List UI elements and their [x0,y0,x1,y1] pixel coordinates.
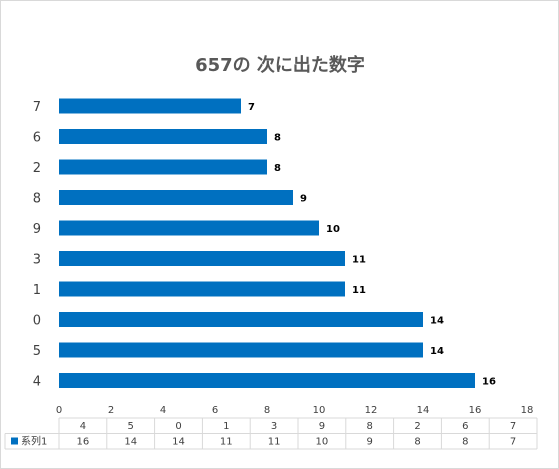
data-label: 11 [352,285,366,296]
table-header-cell: 4 [80,421,86,432]
x-tick-label: 4 [160,405,166,416]
bar-5 [59,342,423,358]
category-label: 3 [33,253,41,268]
data-label: 14 [430,316,444,327]
data-label: 8 [274,133,281,144]
table-value-cell: 14 [172,437,185,448]
table-header-cell: 1 [223,421,229,432]
table-value-cell: 16 [77,437,90,448]
data-table: 4 5 0 1 3 9 8 2 6 7 16 14 14 11 11 10 9 8 8 7 系列1 [4,417,538,450]
x-tick-label: 18 [521,405,534,416]
table-value-cell: 10 [316,437,329,448]
category-label: 9 [33,222,41,237]
table-value-cell: 9 [367,437,373,448]
data-label: 14 [430,346,444,357]
category-label: 5 [33,344,41,359]
bar-8 [59,190,293,205]
category-labels: 7 6 2 8 9 3 1 0 5 4 [33,100,41,390]
table-header-cell: 5 [128,421,134,432]
table-value-cell: 11 [220,437,233,448]
table-value-cell: 11 [268,437,281,448]
bar-2 [59,159,267,175]
category-label: 0 [33,314,41,329]
x-tick-label: 14 [417,405,430,416]
bar-3 [59,251,345,266]
data-label: 9 [300,194,307,205]
category-label: 8 [33,192,41,207]
data-label: 7 [248,102,255,113]
category-label: 2 [33,161,41,176]
x-tick-label: 12 [365,405,378,416]
bar-7 [59,98,241,114]
data-label: 8 [274,163,281,174]
bars-layer [59,98,475,388]
category-label: 4 [33,375,41,390]
table-header-cell: 8 [367,421,373,432]
x-tick-label: 2 [108,405,114,416]
table-value-cell: 8 [462,437,468,448]
chart-title: 657の 次に出た数字 [195,54,365,76]
data-label: 11 [352,255,366,266]
bar-1 [59,281,345,297]
bar-4 [59,373,475,388]
x-tick-label: 16 [469,405,482,416]
bar-6 [59,129,267,144]
data-labels: 7 8 8 9 10 11 11 14 14 16 [248,102,496,388]
table-header-cell: 2 [414,421,420,432]
data-label: 16 [482,377,496,388]
table-header-cell: 3 [271,421,277,432]
table-header-cell: 6 [462,421,468,432]
x-tick-label: 6 [212,405,218,416]
category-label: 1 [33,283,41,298]
table-value-cell: 8 [414,437,420,448]
legend-key [11,437,18,445]
table-header-cell: 0 [175,421,181,432]
table-header-cell: 7 [510,421,516,432]
data-label: 10 [326,224,340,235]
x-axis: 0 2 4 6 8 10 12 14 16 18 [56,405,534,416]
category-label: 6 [33,131,41,146]
x-tick-label: 8 [264,405,270,416]
bar-0 [59,312,423,327]
x-tick-label: 0 [56,405,62,416]
x-tick-label: 10 [313,405,326,416]
table-value-cell: 14 [124,437,137,448]
table-value-cell: 7 [510,437,516,448]
legend-label: 系列1 [21,435,47,448]
category-label: 7 [33,100,41,115]
bar-9 [59,220,319,236]
table-header-cell: 9 [319,421,325,432]
